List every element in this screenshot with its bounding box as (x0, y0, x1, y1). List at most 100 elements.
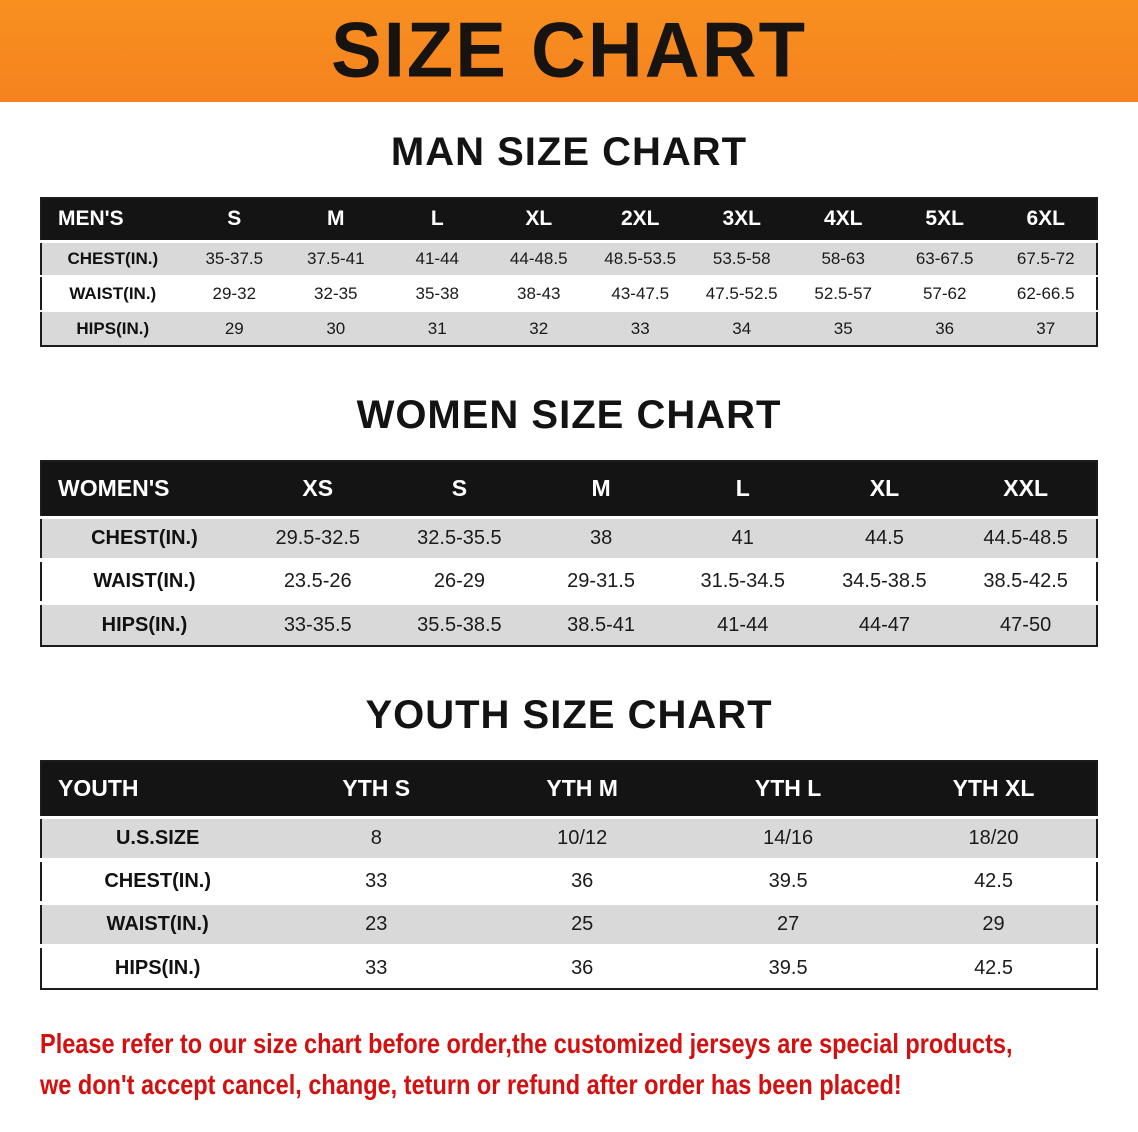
size-value: 35.5-38.5 (388, 603, 531, 646)
size-value: 43-47.5 (589, 276, 691, 312)
page-title: SIZE CHART (331, 7, 807, 94)
women-size-chart-section: WOMEN SIZE CHART WOMEN'S XS S M L XL XXL CHEST(… (0, 393, 1138, 647)
size-value: 41 (671, 517, 814, 562)
row-label: CHEST(IN.) (41, 860, 274, 905)
women-size-table: WOMEN'S XS S M L XL XXL CHEST(IN.) 29.5-32.5 32.5… (40, 460, 1098, 647)
table-row: HIPS(IN.) 33-35.5 35.5-38.5 38.5-41 41-44 44-… (41, 603, 1097, 646)
table-corner-header: YOUTH (41, 761, 274, 819)
row-label: HIPS(IN.) (41, 311, 184, 346)
size-value: 32.5-35.5 (388, 517, 531, 562)
size-value: 29 (183, 311, 286, 346)
size-value: 29-31.5 (530, 560, 672, 605)
table-row: HIPS(IN.) 33 36 39.5 42.5 (41, 946, 1097, 989)
disclaimer-line-1: Please refer to our size chart before or… (40, 1028, 1013, 1059)
size-value: 36 (479, 860, 686, 905)
men-size-table: MEN'S S M L XL 2XL 3XL 4XL 5XL 6XL CHEST(IN.) 35-37… (40, 197, 1098, 347)
table-row: CHEST(IN.) 29.5-32.5 32.5-35.5 38 41 44.5 44.5… (41, 517, 1097, 562)
size-value: 33 (273, 860, 480, 905)
size-value: 26-29 (388, 560, 531, 605)
size-value: 31.5-34.5 (671, 560, 814, 605)
size-column-header: XL (488, 198, 590, 243)
size-value: 29 (891, 903, 1097, 948)
size-column-header: XS (246, 461, 389, 519)
size-value: 29-32 (183, 276, 286, 312)
size-value: 34 (690, 311, 793, 346)
size-value: 44.5-48.5 (955, 517, 1097, 562)
size-value: 48.5-53.5 (589, 241, 691, 277)
size-value: 41-44 (671, 603, 814, 646)
row-label: WAIST(IN.) (41, 903, 274, 948)
size-column-header: S (183, 198, 286, 243)
size-value: 39.5 (685, 860, 892, 905)
size-value: 42.5 (891, 946, 1097, 989)
size-value: 18/20 (891, 817, 1097, 862)
size-value: 67.5-72 (995, 241, 1097, 277)
size-column-header: M (285, 198, 387, 243)
table-header-row: YOUTH YTH S YTH M YTH L YTH XL (41, 761, 1097, 819)
size-value: 14/16 (685, 817, 892, 862)
size-value: 38-43 (488, 276, 590, 312)
size-value: 58-63 (792, 241, 894, 277)
size-value: 63-67.5 (893, 241, 996, 277)
size-value: 42.5 (891, 860, 1097, 905)
table-header-row: WOMEN'S XS S M L XL XXL (41, 461, 1097, 519)
row-label: WAIST(IN.) (41, 276, 184, 312)
size-value: 36 (479, 946, 686, 989)
size-value: 8 (273, 817, 480, 862)
size-column-header: 6XL (995, 198, 1097, 243)
row-label: HIPS(IN.) (41, 946, 274, 989)
size-value: 53.5-58 (690, 241, 793, 277)
size-column-header: YTH XL (891, 761, 1097, 819)
size-value: 38.5-41 (530, 603, 672, 646)
size-column-header: YTH S (273, 761, 480, 819)
size-column-header: 4XL (792, 198, 894, 243)
size-column-header: S (388, 461, 531, 519)
size-value: 27 (685, 903, 892, 948)
size-value: 35-38 (386, 276, 488, 312)
size-column-header: 5XL (893, 198, 996, 243)
size-value: 37.5-41 (285, 241, 387, 277)
size-value: 23.5-26 (246, 560, 389, 605)
table-row: U.S.SIZE 8 10/12 14/16 18/20 (41, 817, 1097, 862)
table-row: WAIST(IN.) 23.5-26 26-29 29-31.5 31.5-34.5 34… (41, 560, 1097, 605)
women-section-heading: WOMEN SIZE CHART (356, 393, 782, 437)
size-value: 38.5-42.5 (955, 560, 1097, 605)
youth-section-heading: YOUTH SIZE CHART (365, 693, 773, 737)
size-value: 33 (589, 311, 691, 346)
youth-size-chart-section: YOUTH SIZE CHART YOUTH YTH S YTH M YTH L YTH… (0, 693, 1138, 990)
size-value: 44-47 (813, 603, 956, 646)
size-value: 23 (273, 903, 480, 948)
youth-size-table: YOUTH YTH S YTH M YTH L YTH XL U.S.SIZE 8 10/12… (40, 760, 1098, 990)
size-value: 44.5 (813, 517, 956, 562)
size-value: 25 (479, 903, 686, 948)
size-value: 35 (792, 311, 894, 346)
size-column-header: L (671, 461, 814, 519)
size-value: 31 (386, 311, 488, 346)
table-row: WAIST(IN.) 23 25 27 29 (41, 903, 1097, 948)
size-column-header: 3XL (690, 198, 793, 243)
size-value: 10/12 (479, 817, 686, 862)
size-value: 34.5-38.5 (813, 560, 956, 605)
row-label: HIPS(IN.) (41, 603, 247, 646)
size-column-header: 2XL (589, 198, 691, 243)
size-value: 47-50 (955, 603, 1097, 646)
size-value: 47.5-52.5 (690, 276, 793, 312)
table-row: CHEST(IN.) 35-37.5 37.5-41 41-44 44-48.5 48.5… (41, 241, 1097, 277)
size-value: 62-66.5 (995, 276, 1097, 312)
table-row: WAIST(IN.) 29-32 32-35 35-38 38-43 43-47.5 47.… (41, 276, 1097, 312)
size-value: 37 (995, 311, 1097, 346)
table-row: HIPS(IN.) 29 30 31 32 33 34 35 36 37 (41, 311, 1097, 346)
men-size-chart-section: MAN SIZE CHART MEN'S S M L XL 2XL 3XL 4XL 5XL 6XL… (0, 130, 1138, 347)
size-value: 38 (530, 517, 672, 562)
disclaimer-line-2: we don't accept cancel, change, teturn o… (40, 1068, 902, 1100)
men-section-heading: MAN SIZE CHART (390, 130, 748, 174)
row-label: CHEST(IN.) (41, 241, 184, 277)
size-value: 32-35 (285, 276, 387, 312)
table-corner-header: MEN'S (41, 198, 184, 243)
size-value: 29.5-32.5 (246, 517, 389, 562)
size-column-header: YTH M (479, 761, 686, 819)
size-value: 39.5 (685, 946, 892, 989)
row-label: U.S.SIZE (41, 817, 274, 862)
table-corner-header: WOMEN'S (41, 461, 247, 519)
